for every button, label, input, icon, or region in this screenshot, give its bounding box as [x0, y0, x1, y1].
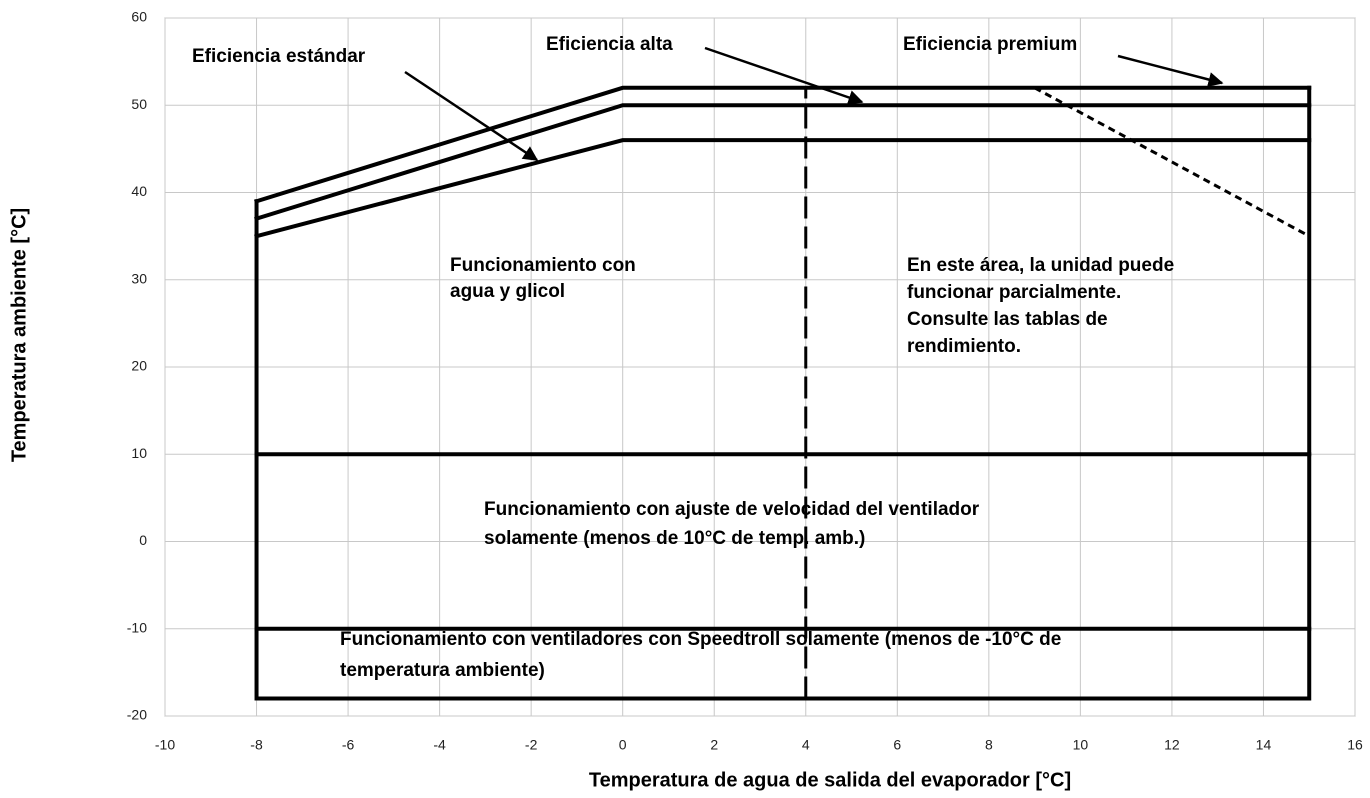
x-tick-label: -8: [250, 737, 263, 753]
y-tick-label: -10: [127, 619, 147, 635]
x-tick-label: 14: [1256, 737, 1272, 753]
arrow: [704, 46, 864, 105]
arrow: [1117, 54, 1224, 87]
annotation: Funcionamiento con ajuste de velocidad d…: [484, 499, 980, 520]
annotation: solamente (menos de 10°C de temp. amb.): [484, 528, 865, 549]
x-tick-label: -10: [155, 737, 175, 753]
annotation: Consulte las tablas de: [907, 309, 1108, 330]
annotation: agua y glicol: [450, 281, 565, 302]
annotation: rendimiento.: [907, 336, 1021, 357]
annotation: Funcionamiento con ventiladores con Spee…: [340, 629, 1061, 650]
x-tick-label: 6: [893, 737, 901, 753]
x-tick-label: 12: [1164, 737, 1180, 753]
x-axis-label: Temperatura de agua de salida del evapor…: [589, 769, 1071, 791]
annotation: Funcionamiento con: [450, 255, 636, 276]
x-tick-label: 0: [619, 737, 627, 753]
x-tick-label: -6: [342, 737, 355, 753]
y-axis-label: Temperatura ambiente [°C]: [8, 208, 30, 462]
x-tick-label: -2: [525, 737, 538, 753]
y-tick-label: 60: [131, 9, 147, 25]
annotation: Eficiencia premium: [903, 34, 1077, 55]
annotation: temperatura ambiente): [340, 660, 545, 681]
annotation: En este área, la unidad puede: [907, 255, 1174, 276]
y-tick-label: -20: [127, 707, 147, 723]
series-line: [254, 138, 1312, 239]
x-tick-label: -4: [433, 737, 446, 753]
y-tick-label: 30: [131, 270, 147, 286]
annotation: funcionar parcialmente.: [907, 282, 1121, 303]
x-tick-label: 8: [985, 737, 993, 753]
arrow: [404, 70, 539, 162]
series-line: [254, 103, 1312, 222]
y-tick-label: 10: [131, 445, 147, 461]
y-tick-label: 50: [131, 96, 147, 112]
y-tick-label: 40: [131, 183, 147, 199]
annotation: Eficiencia alta: [546, 34, 673, 55]
y-tick-label: 0: [139, 532, 147, 548]
series-line: [254, 85, 1312, 204]
x-tick-label: 2: [710, 737, 718, 753]
annotation: Eficiencia estándar: [192, 46, 366, 67]
series-line: [254, 85, 1312, 701]
y-tick-label: 20: [131, 358, 147, 374]
x-tick-label: 16: [1347, 737, 1363, 753]
x-tick-label: 4: [802, 737, 810, 753]
series-line: [1033, 86, 1310, 238]
x-tick-label: 10: [1073, 737, 1089, 753]
